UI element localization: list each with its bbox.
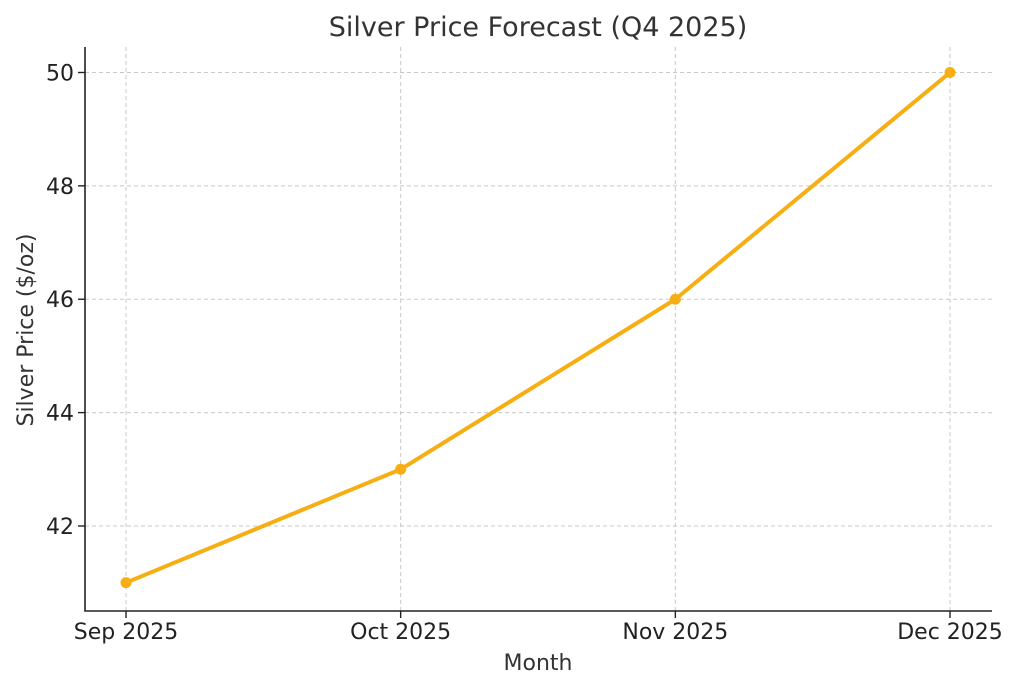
x-axis-label: Month [504, 651, 573, 676]
y-tick-label: 50 [46, 62, 74, 87]
y-tick-label: 42 [46, 515, 74, 540]
data-point [395, 463, 407, 475]
y-tick-label: 48 [46, 175, 74, 200]
data-point [944, 67, 956, 79]
x-tick-label: Sep 2025 [74, 620, 178, 645]
axis-spines [84, 47, 992, 612]
y-tick-label: 46 [46, 288, 74, 313]
series-line [124, 70, 952, 585]
series-layer [120, 67, 956, 589]
x-tick-label: Nov 2025 [622, 620, 728, 645]
y-tick-label: 44 [46, 402, 74, 427]
y-axis-label: Silver Price ($/oz) [14, 233, 39, 426]
x-tick-label: Oct 2025 [350, 620, 451, 645]
axis-layer: Sep 2025 Oct 2025 Nov 2025 Dec 2025 42 44 46 48… [46, 47, 1003, 645]
chart-title: Silver Price Forecast (Q4 2025) [329, 12, 748, 43]
x-tick-label: Dec 2025 [897, 620, 1003, 645]
data-point [669, 293, 681, 305]
grid-layer [85, 47, 992, 611]
data-point [120, 577, 132, 589]
